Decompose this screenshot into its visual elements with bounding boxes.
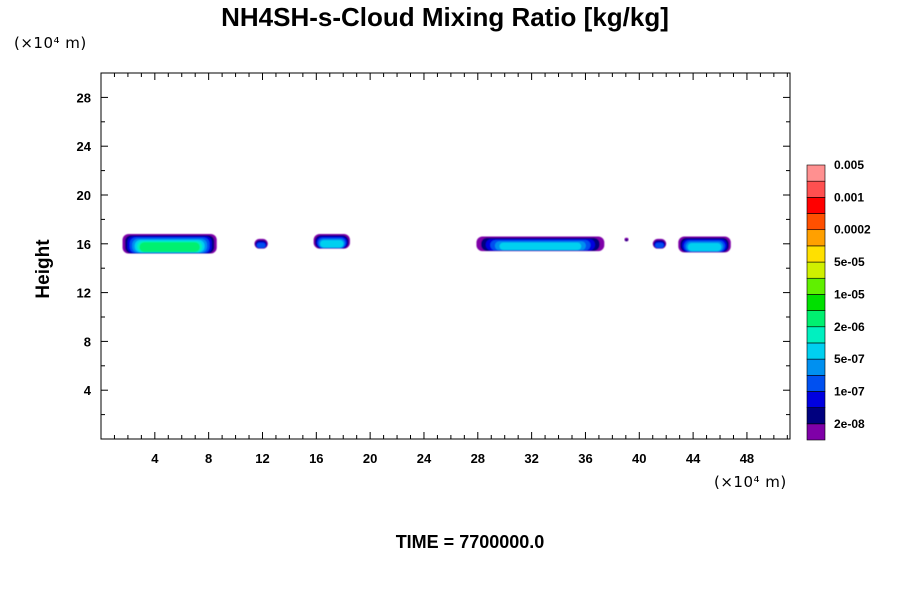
cloud-region — [652, 238, 667, 249]
colorbar-label: 2e-08 — [834, 417, 865, 431]
colorbar-swatch — [806, 391, 826, 408]
y-ticks: 4 8 12 16 20 24 28 — [77, 90, 790, 416]
colorbar-swatch — [806, 358, 826, 376]
y-tick-label: 24 — [77, 139, 92, 154]
colorbar-swatch — [806, 197, 826, 214]
time-label: TIME = 7700000.0 — [395, 532, 545, 552]
x-tick-label: 28 — [471, 451, 485, 466]
colorbar-label: 0.001 — [834, 190, 864, 204]
x-ticks: 4 8 12 16 20 24 28 32 36 40 44 48 — [113, 73, 788, 466]
y-tick-label: 8 — [84, 334, 91, 349]
colorbar-swatch — [806, 342, 826, 360]
colorbar-label: 5e-05 — [834, 255, 865, 269]
colorbar-swatch — [806, 277, 826, 295]
y-tick-label: 20 — [77, 188, 91, 203]
y-tick-label: 16 — [77, 237, 91, 252]
x-tick-label: 8 — [205, 451, 212, 466]
plot-frame — [100, 72, 791, 440]
colorbar-swatch — [806, 423, 826, 441]
colorbar-swatch — [806, 310, 826, 328]
cloud-level-fill — [499, 242, 582, 250]
y-tick-label: 28 — [77, 90, 91, 105]
x-tick-label: 40 — [632, 451, 646, 466]
cloud-region — [476, 236, 605, 252]
cloud-level-fill — [687, 243, 722, 252]
colorbar-swatch — [806, 245, 826, 263]
colorbar-label: 2e-06 — [834, 320, 865, 334]
x-tick-label: 24 — [417, 451, 432, 466]
cloud-region — [254, 238, 268, 249]
cloud-region — [313, 234, 350, 249]
colorbar-swatch — [806, 213, 826, 231]
x-tick-label: 20 — [363, 451, 377, 466]
x-tick-label: 48 — [740, 451, 754, 466]
cloud-regions — [122, 234, 731, 254]
colorbar-label: 5e-07 — [834, 352, 865, 366]
x-tick-label: 32 — [524, 451, 538, 466]
colorbar-label: 1e-07 — [834, 384, 865, 398]
cloud-level-fill — [320, 240, 344, 248]
cloud-level-fill — [256, 243, 266, 248]
cloud-region — [122, 234, 217, 254]
cloud-level-fill — [139, 242, 200, 252]
colorbar-swatch — [806, 261, 826, 279]
colorbar-label: 0.005 — [834, 158, 864, 172]
cloud-region — [678, 236, 731, 253]
colorbar-swatch — [806, 407, 826, 425]
y-axis-unit: (×10⁴ m) — [14, 34, 87, 52]
colorbar-swatch — [806, 229, 826, 247]
colorbar-swatch — [806, 326, 826, 344]
colorbar-swatch — [806, 180, 826, 198]
colorbar-swatch — [806, 164, 826, 182]
x-tick-label: 16 — [309, 451, 323, 466]
x-tick-label: 4 — [151, 451, 159, 466]
colorbar-swatch — [806, 374, 826, 392]
x-tick-label: 12 — [255, 451, 269, 466]
x-tick-label: 44 — [686, 451, 701, 466]
colorbar-label: 0.0002 — [834, 223, 871, 237]
cloud-region — [624, 237, 629, 242]
x-tick-label: 36 — [578, 451, 592, 466]
y-tick-label: 12 — [77, 286, 91, 301]
y-tick-label: 4 — [84, 383, 92, 398]
colorbar: 2e-08 1e-07 5e-07 2e-06 1e-05 5e-05 0.0002 0.00… — [806, 158, 871, 441]
cloud-level-fill — [625, 239, 628, 242]
colorbar-label: 1e-05 — [834, 287, 865, 301]
chart-title: NH4SH-s-Cloud Mixing Ratio [kg/kg] — [221, 2, 669, 32]
x-axis-unit: (×10⁴ m) — [714, 473, 787, 491]
colorbar-swatch — [806, 294, 826, 311]
cloud-level-fill — [655, 243, 664, 248]
